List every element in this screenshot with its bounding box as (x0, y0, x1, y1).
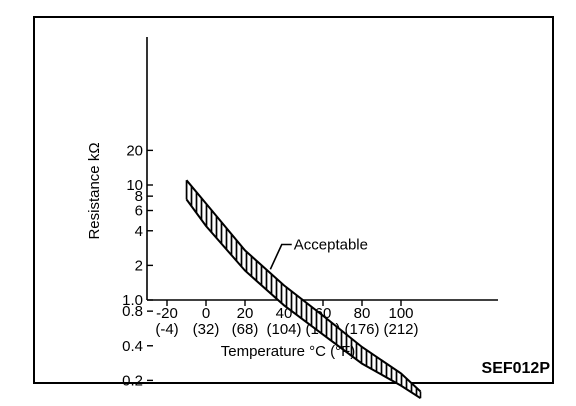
y-tick-label: 1.0 (122, 292, 143, 309)
x-tick-label-fahrenheit: (212) (383, 321, 418, 338)
x-tick-label-celsius: 80 (354, 305, 371, 322)
y-axis-title: Resistance kΩ (86, 142, 103, 239)
annotation-leader-line (269, 243, 292, 270)
y-tick-label: 0.2 (122, 372, 143, 389)
band-lower-edge (185, 198, 422, 400)
figure-code: SEF012P (482, 360, 551, 377)
x-tick-label-fahrenheit: (68) (232, 321, 259, 338)
axes (146, 37, 498, 301)
y-tick-label: 20 (126, 142, 143, 159)
y-tick-label: 2 (135, 257, 143, 274)
x-tick-label-celsius: -20 (156, 305, 178, 322)
y-tick-label: 10 (126, 177, 143, 194)
y-tick-label: 0.4 (122, 338, 143, 355)
x-tick-label-celsius: 0 (202, 305, 210, 322)
x-tick-label-fahrenheit: (-4) (155, 321, 178, 338)
acceptable-band (185, 179, 422, 400)
y-tick-label: 6 (135, 203, 143, 220)
y-tick-label: 4 (135, 223, 143, 240)
band-upper-edge (185, 179, 422, 393)
x-tick-label-celsius: 100 (388, 305, 413, 322)
y-tick-label: 8 (135, 188, 143, 205)
y-tick-label: 0.8 (122, 303, 143, 320)
acceptable-annotation: Acceptable (269, 236, 368, 270)
x-axis-title: Temperature °C (°F) (221, 343, 356, 360)
x-tick-label-celsius: 20 (237, 305, 254, 322)
x-tick-label-fahrenheit: (176) (344, 321, 379, 338)
x-tick-label-fahrenheit: (104) (266, 321, 301, 338)
band-fill (186, 180, 421, 399)
figure-frame (33, 16, 554, 384)
x-tick-label-fahrenheit: (32) (193, 321, 220, 338)
annotation-label: Acceptable (294, 236, 368, 253)
